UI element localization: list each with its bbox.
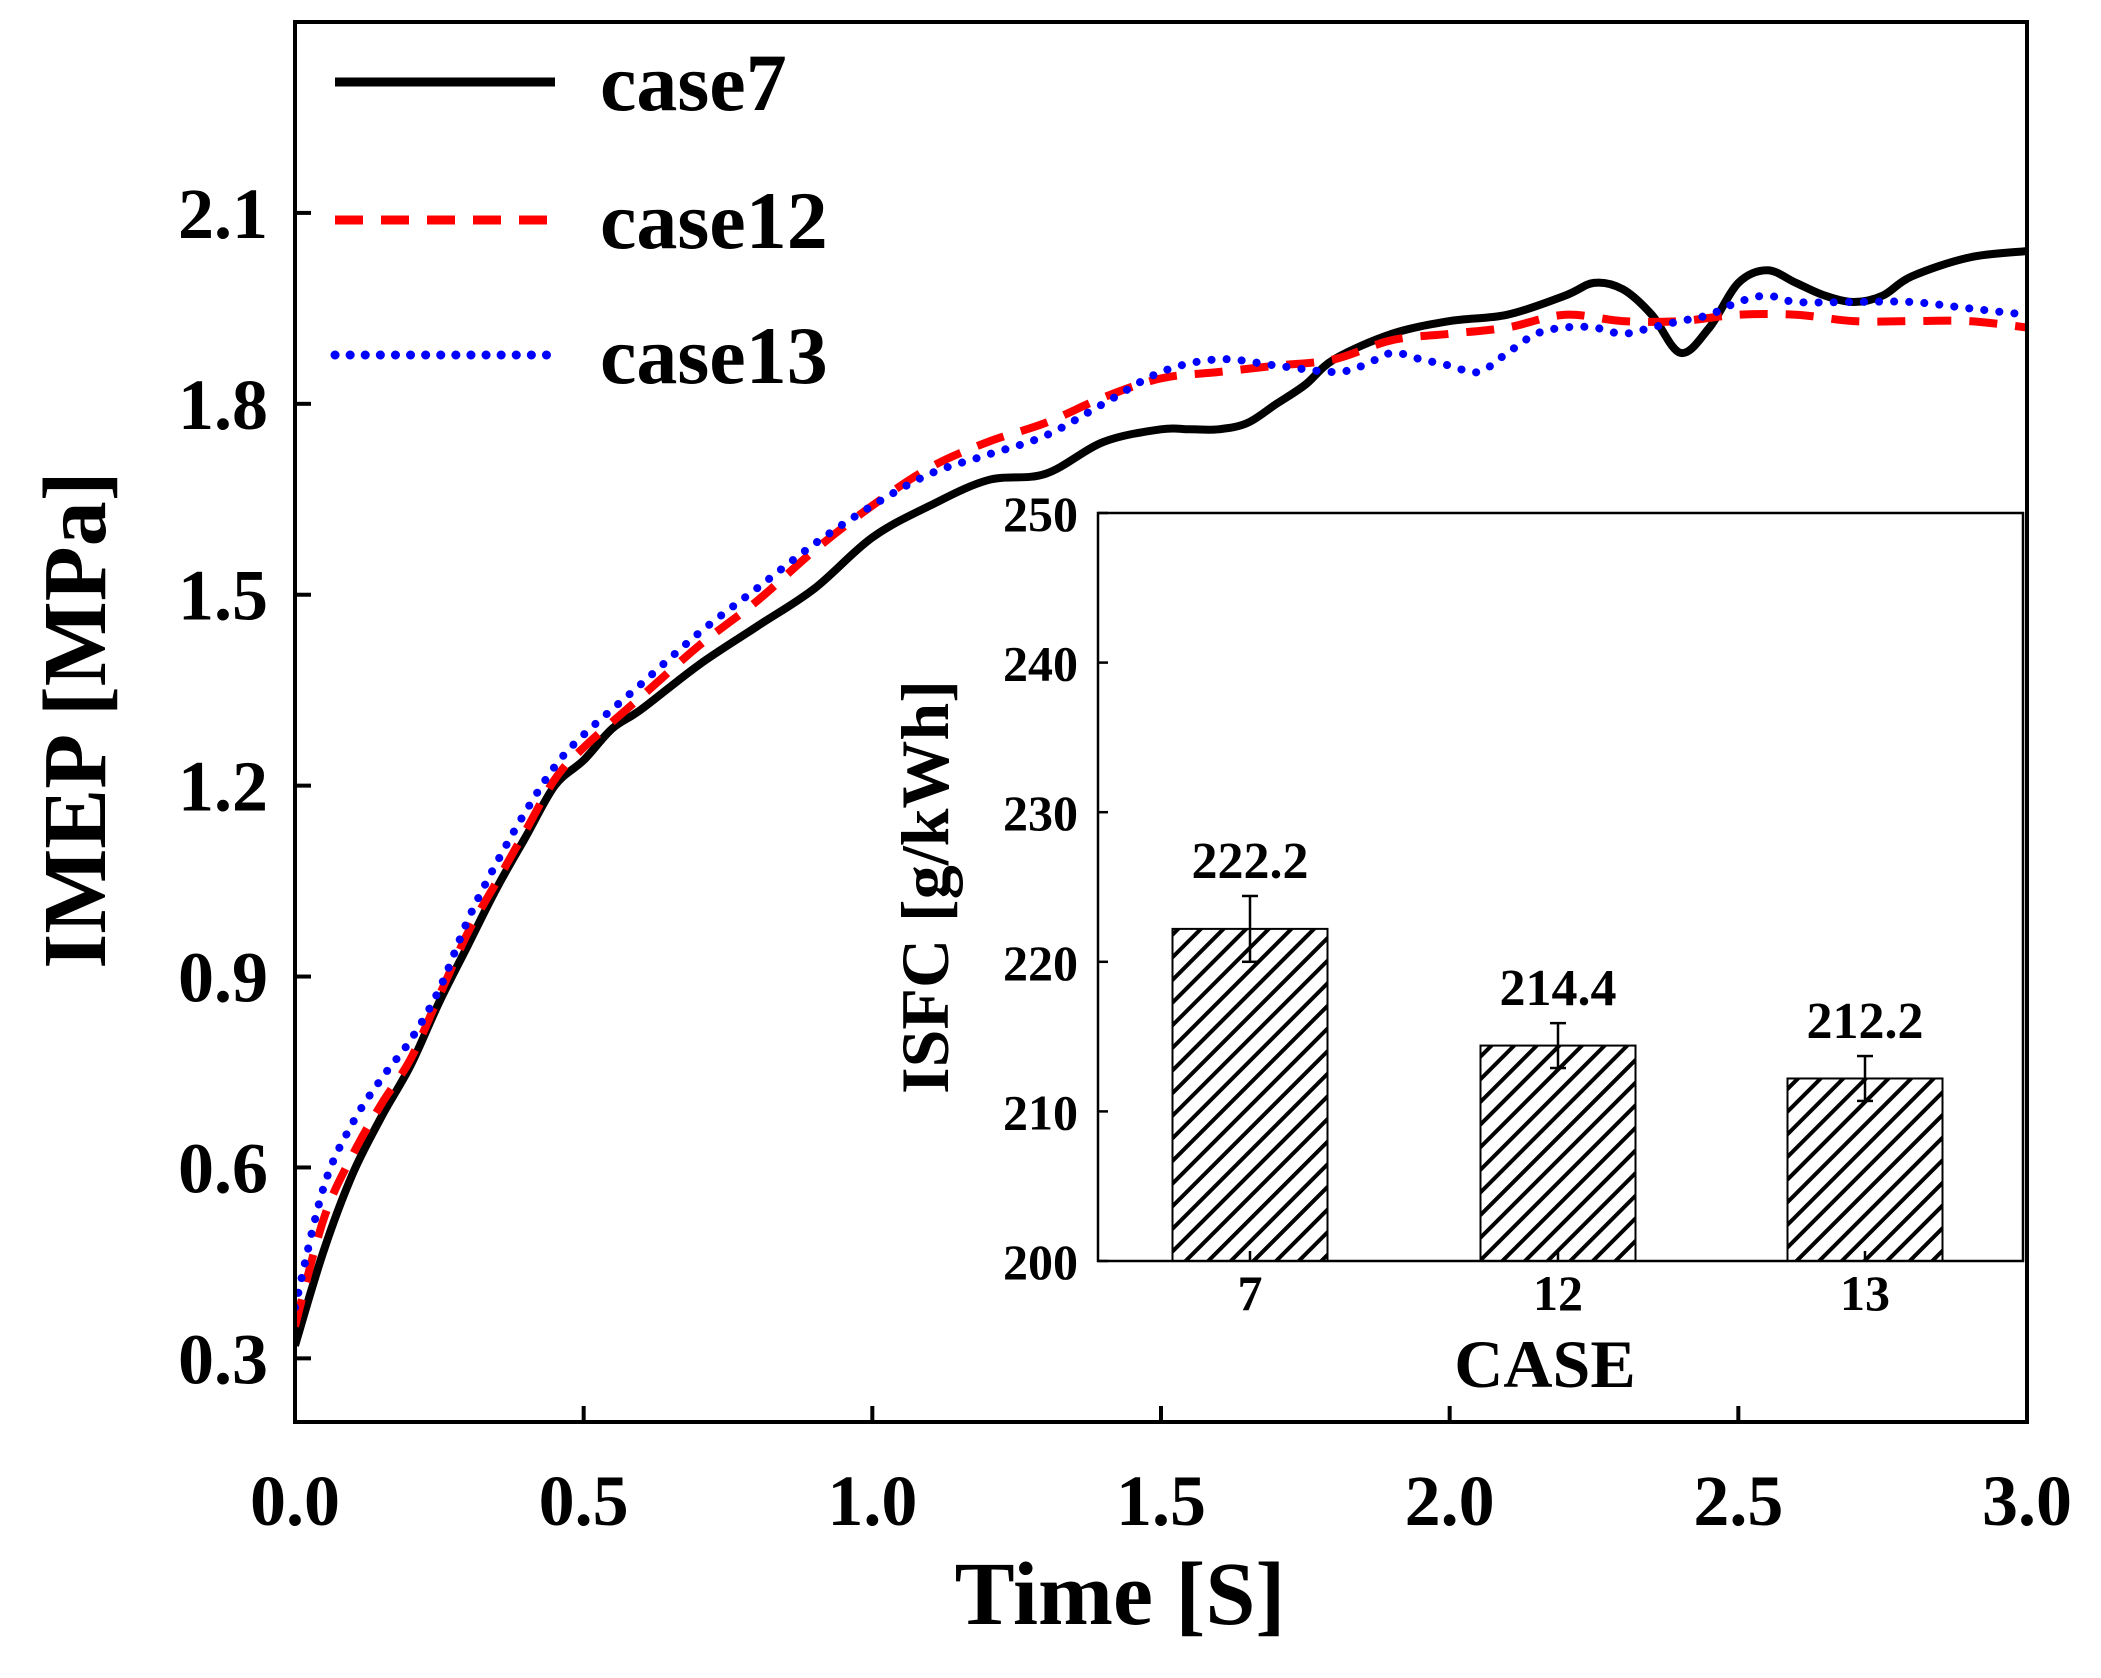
- bar-value-label: 214.4: [1500, 960, 1617, 1017]
- inset-y-tick-label: 250: [1003, 486, 1078, 542]
- x-tick-label: 0.5: [539, 1461, 629, 1541]
- series-line-case13: [295, 291, 2027, 1312]
- inset-plot-frame: [1096, 511, 2025, 1263]
- x-tick-label: 3.0: [1982, 1461, 2072, 1541]
- x-tick-label: 1.0: [827, 1461, 917, 1541]
- legend-label-case12: case12: [600, 175, 828, 266]
- x-tick-label: 1.5: [1116, 1461, 1206, 1541]
- inset-x-tick-label: 7: [1238, 1265, 1263, 1321]
- main-x-axis: 0.0 0.5 1.0 1.5 2.0 2.5 3.0: [250, 1406, 2072, 1541]
- inset-y-tick-label: 230: [1003, 785, 1078, 841]
- main-y-axis-title: IMEP [MPa]: [26, 471, 125, 968]
- inset-chart: 222.2 214.4 212.2 200 210 220 230 240 250 7 12 13…: [887, 486, 2025, 1402]
- inset-y-tick-label: 240: [1003, 636, 1078, 692]
- inset-y-axis: 200 210 220 230 240 250: [1003, 486, 1108, 1290]
- legend-label-case7: case7: [600, 37, 787, 128]
- x-tick-label: 2.5: [1693, 1461, 1783, 1541]
- y-tick-label: 0.3: [178, 1319, 268, 1399]
- inset-x-axis: 7 12 13: [1238, 1251, 1890, 1321]
- inset-y-tick-label: 220: [1003, 935, 1078, 991]
- main-y-axis: 0.3 0.6 0.9 1.2 1.5 1.8 2.1: [178, 174, 311, 1399]
- main-x-axis-title: Time [S]: [955, 1545, 1286, 1644]
- y-tick-label: 0.9: [178, 938, 268, 1018]
- inset-x-axis-title: CASE: [1454, 1326, 1635, 1402]
- inset-y-tick-label: 210: [1003, 1084, 1078, 1140]
- bar-case-13: [1786, 1077, 1944, 1263]
- x-tick-label: 2.0: [1405, 1461, 1495, 1541]
- bar-case-12: [1479, 1044, 1637, 1263]
- bar-case-7: [1171, 927, 1329, 1262]
- inset-x-tick-label: 13: [1840, 1265, 1890, 1321]
- y-tick-label: 2.1: [178, 174, 268, 254]
- bar-value-label: 222.2: [1192, 833, 1309, 890]
- y-tick-label: 0.6: [178, 1128, 268, 1208]
- x-tick-label: 0.0: [250, 1461, 340, 1541]
- legend-label-case13: case13: [600, 310, 828, 401]
- series-line-case12: [295, 309, 2027, 1328]
- inset-x-tick-label: 12: [1533, 1265, 1583, 1321]
- y-tick-label: 1.5: [178, 556, 268, 636]
- inset-bars: 222.2 214.4 212.2: [1171, 833, 1944, 1263]
- y-tick-label: 1.8: [178, 365, 268, 445]
- y-tick-label: 1.2: [178, 747, 268, 827]
- bar-value-label: 212.2: [1807, 993, 1924, 1050]
- inset-y-axis-title: ISFC [g/kWh]: [887, 680, 963, 1094]
- legend: case7 case12 case13: [330, 37, 828, 401]
- main-plot-lines: [295, 247, 2027, 1347]
- inset-y-tick-label: 200: [1003, 1234, 1078, 1290]
